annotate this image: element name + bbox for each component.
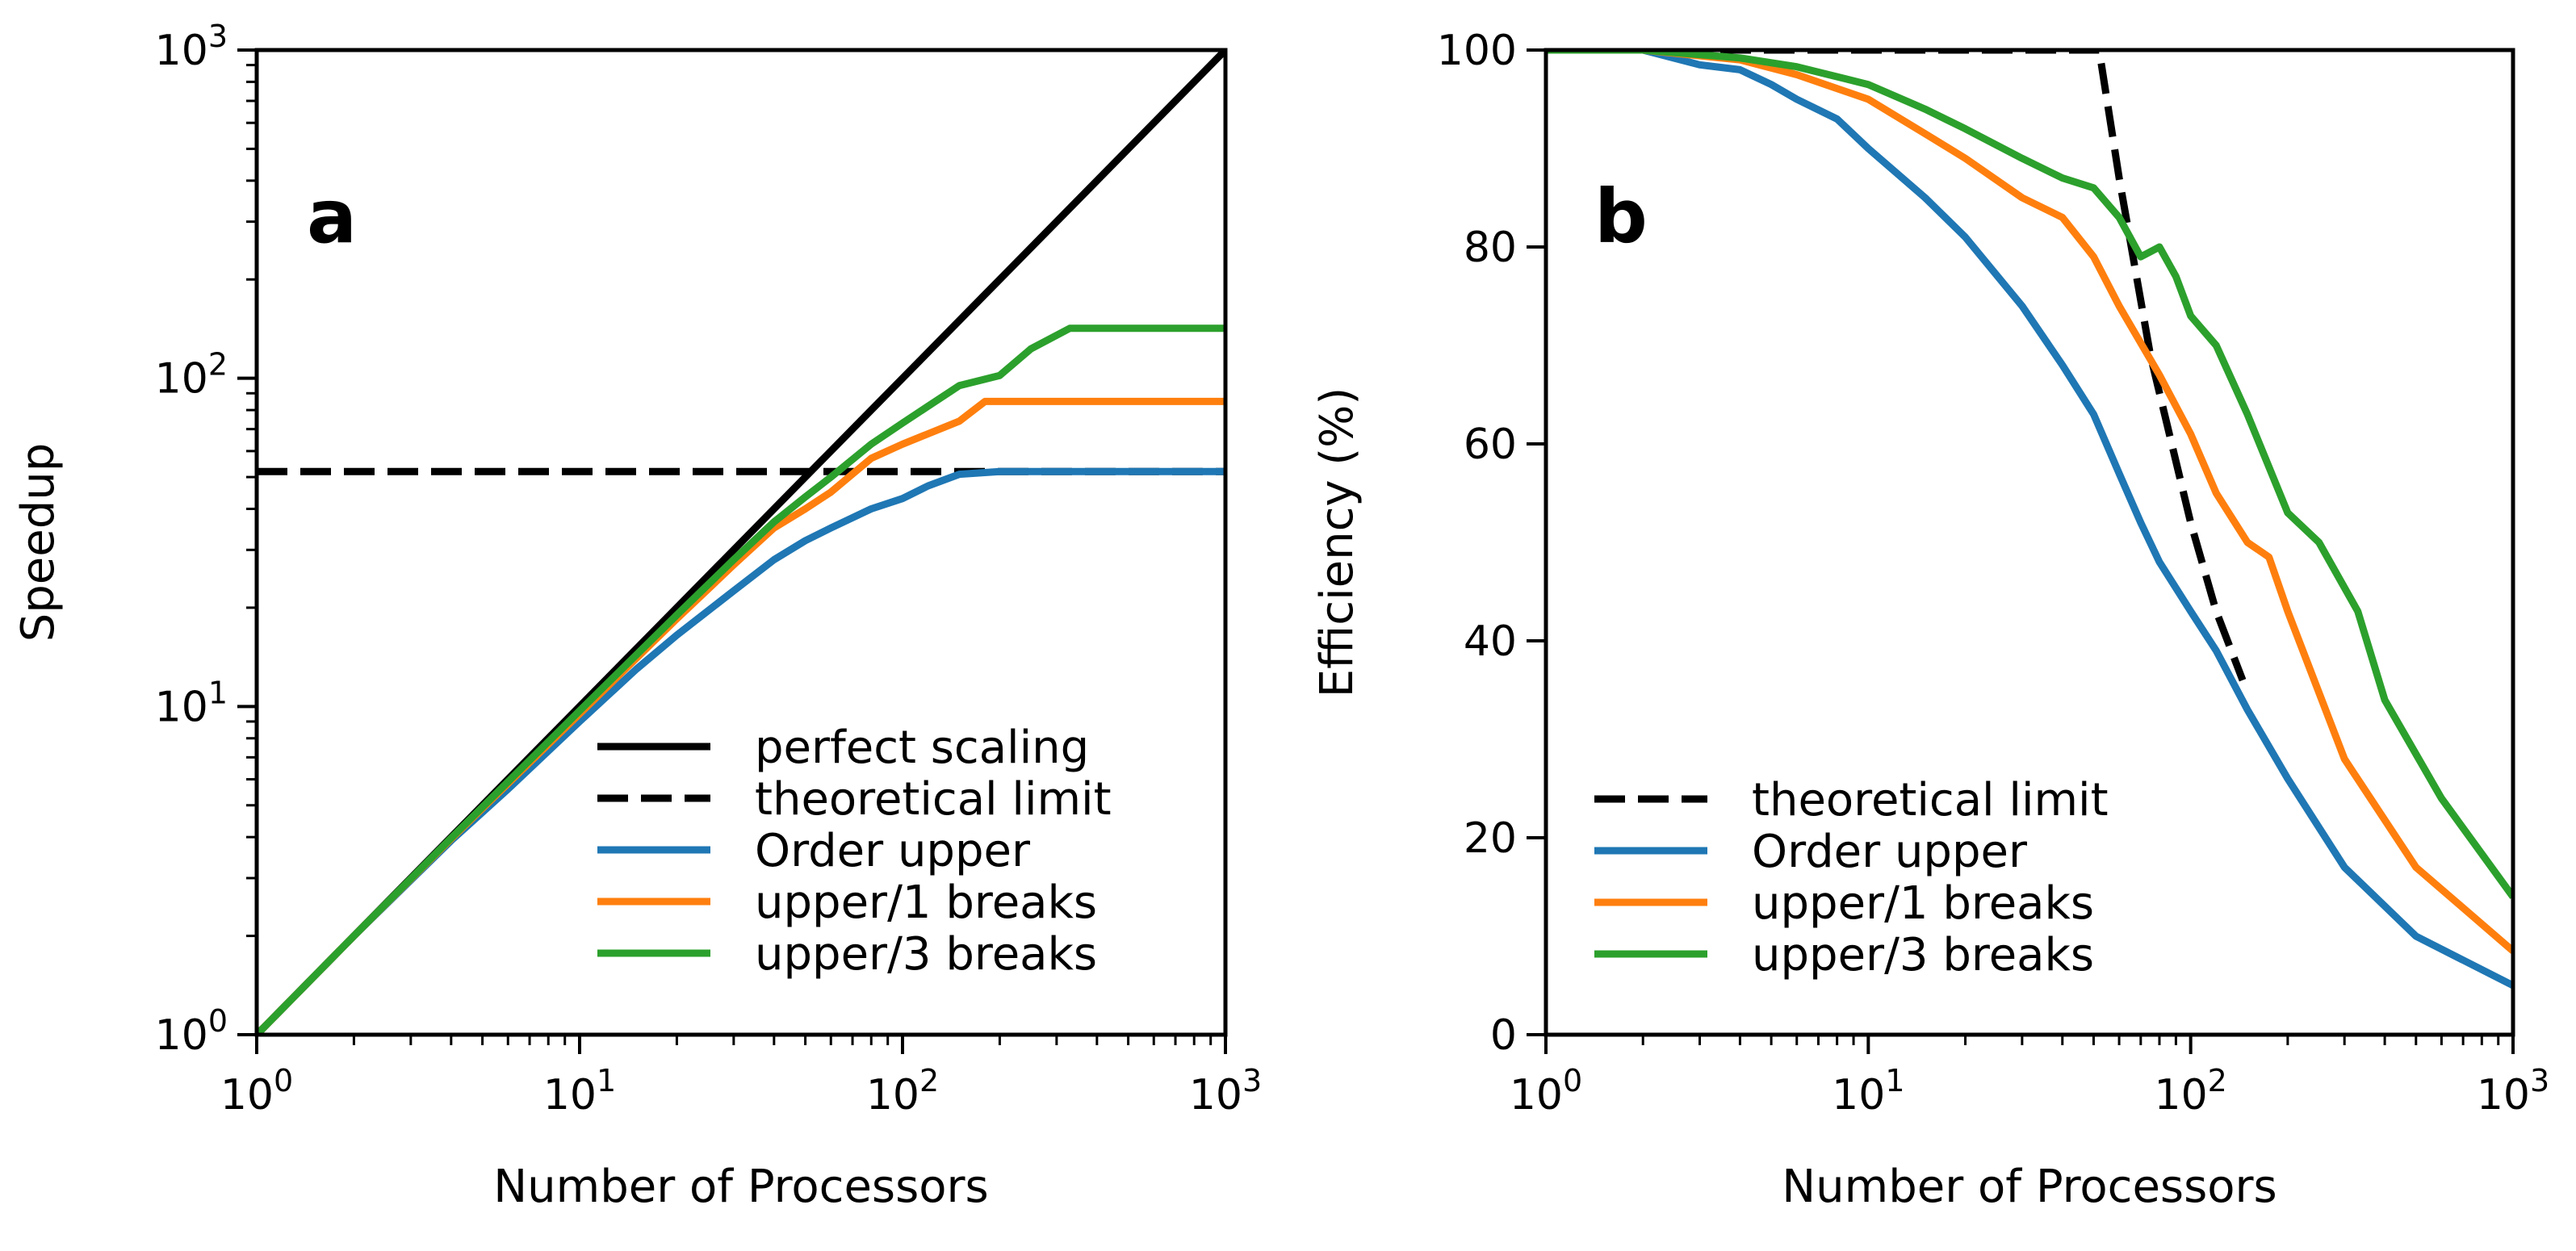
plot-frame <box>254 48 1228 1037</box>
y-tick-label: 0 <box>1490 1011 1517 1060</box>
x-tick-exponent: 2 <box>2208 1063 2227 1098</box>
x-tick-label: 100 <box>220 1063 293 1119</box>
y-tick-label: 103 <box>155 19 228 75</box>
x-tick-label: 102 <box>866 1063 939 1119</box>
legend-label-order-upper: Order upper <box>755 825 1031 877</box>
x-tick-label: 102 <box>2154 1063 2226 1119</box>
y-tick-label: 100 <box>1437 27 1517 75</box>
x-tick-exponent: 0 <box>1563 1063 1582 1098</box>
x-tick-base: 10 <box>866 1071 919 1119</box>
y-tick-label: 101 <box>155 675 228 731</box>
y-axis-title: Speedup <box>12 443 65 642</box>
x-tick-base: 10 <box>2154 1071 2207 1119</box>
y-axis-title: Efficiency (%) <box>1311 387 1363 697</box>
legend-label-theoretical-limit: theoretical limit <box>1752 774 2109 826</box>
y-tick-label: 60 <box>1464 420 1517 469</box>
x-tick-exponent: 0 <box>274 1063 293 1098</box>
x-tick-label: 101 <box>543 1063 616 1119</box>
y-tick-exponent: 2 <box>208 347 228 383</box>
x-axis-title: Number of Processors <box>493 1161 988 1213</box>
x-tick-base: 10 <box>2477 1071 2530 1119</box>
x-tick-label: 100 <box>1510 1063 1582 1119</box>
x-tick-base: 10 <box>1189 1071 1242 1119</box>
y-tick-label: 102 <box>155 347 228 404</box>
x-tick-label: 101 <box>1832 1063 1904 1119</box>
series-line-upper-3-breaks <box>257 324 1225 1035</box>
legend-label-upper-1-breaks: upper/1 breaks <box>755 877 1097 929</box>
series-line-order-upper <box>1546 50 2513 990</box>
legend-label-theoretical-limit: theoretical limit <box>755 773 1112 826</box>
series-lines <box>257 50 1225 1035</box>
legend-label-upper-1-breaks: upper/1 breaks <box>1752 877 2094 930</box>
panel-label: a <box>307 174 357 260</box>
y-tick-base: 10 <box>155 355 208 404</box>
y-tick-exponent: 0 <box>208 1003 228 1039</box>
y-tick-base: 10 <box>155 27 208 75</box>
plot-frame <box>1544 48 2515 1037</box>
y-tick-label: 20 <box>1464 814 1517 863</box>
series-line-upper-1-breaks <box>1546 50 2513 954</box>
x-tick-exponent: 1 <box>1885 1063 1904 1098</box>
x-axis-title: Number of Processors <box>1782 1161 2277 1213</box>
y-tick-label: 100 <box>155 1003 228 1060</box>
x-tick-exponent: 3 <box>2530 1063 2549 1098</box>
x-tick-base: 10 <box>543 1071 597 1119</box>
series-line-upper-3-breaks <box>1546 50 2513 899</box>
x-tick-exponent: 1 <box>597 1063 616 1098</box>
x-tick-base: 10 <box>1832 1071 1885 1119</box>
y-tick-base: 10 <box>155 1011 208 1060</box>
x-tick-label: 103 <box>1189 1063 1262 1119</box>
legend-label-perfect-scaling: perfect scaling <box>755 722 1089 774</box>
legend-label-upper-3-breaks: upper/3 breaks <box>1752 929 2094 981</box>
panel-label: b <box>1594 174 1648 260</box>
y-tick-label: 80 <box>1464 224 1517 272</box>
y-tick-exponent: 1 <box>208 675 228 710</box>
x-tick-label: 103 <box>2477 1063 2549 1119</box>
legend-label-upper-3-breaks: upper/3 breaks <box>755 928 1097 981</box>
x-tick-base: 10 <box>220 1071 274 1119</box>
x-tick-exponent: 3 <box>1242 1063 1262 1098</box>
legend-label-order-upper: Order upper <box>1752 826 2028 878</box>
y-tick-label: 40 <box>1464 617 1517 666</box>
y-tick-base: 10 <box>155 683 208 731</box>
series-lines <box>1546 50 2513 990</box>
series-line-theoretical-limit <box>1546 50 2247 682</box>
y-tick-exponent: 3 <box>208 19 228 54</box>
x-tick-exponent: 2 <box>919 1063 939 1098</box>
x-tick-base: 10 <box>1510 1071 1563 1119</box>
